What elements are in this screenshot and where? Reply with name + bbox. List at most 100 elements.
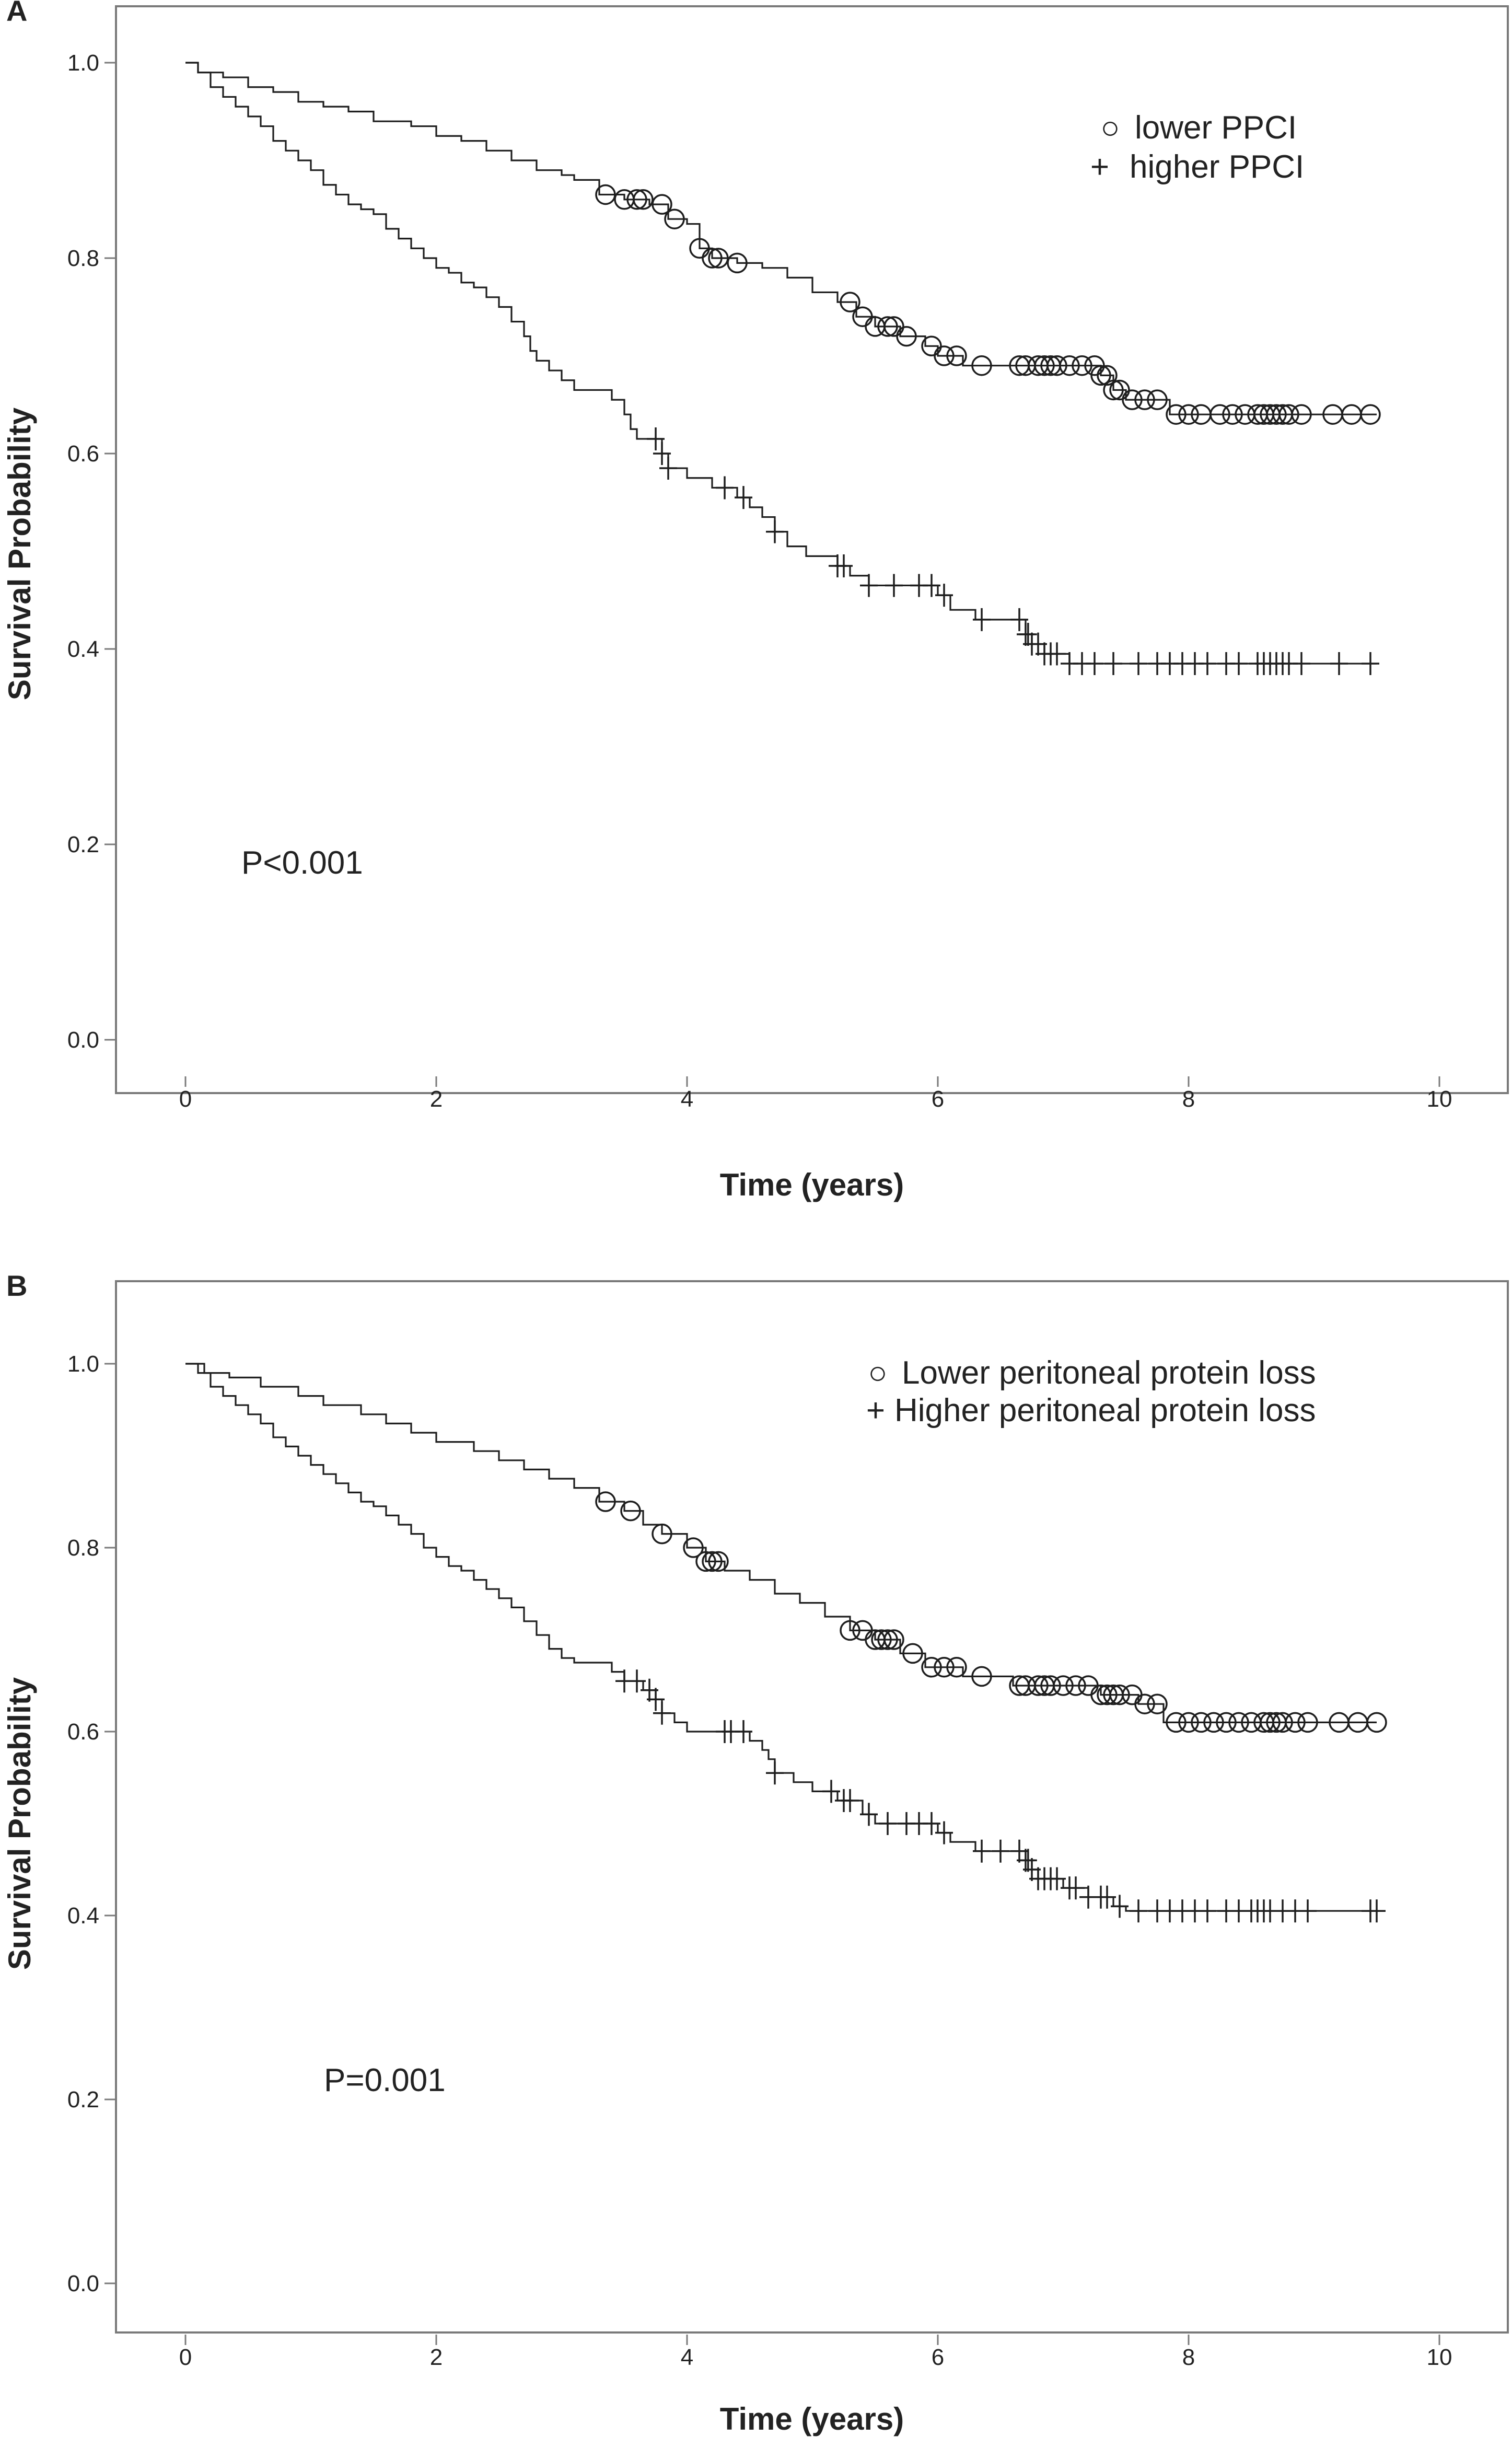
censor-mark-circle: [1166, 1712, 1187, 1733]
censor-mark-circle: [1028, 1675, 1049, 1696]
series-layer: [185, 1363, 1387, 1923]
censor-mark-circle: [626, 189, 647, 210]
y-tick-label: 0.2: [67, 2087, 99, 2113]
series-circle: [185, 1363, 1387, 1733]
censor-mark-circle: [1065, 1675, 1086, 1696]
censor-mark-circle: [946, 345, 967, 366]
censor-mark-circle: [702, 248, 723, 269]
censor-mark-plus: [653, 1701, 671, 1725]
censor-mark-plus: [879, 1812, 897, 1835]
censor-mark-plus: [1111, 1895, 1129, 1918]
y-tick-label: 1.0: [67, 50, 99, 76]
censor-mark-circle: [840, 292, 860, 312]
censor-mark-circle: [877, 1629, 898, 1650]
x-tick-label: 10: [1427, 2344, 1452, 2370]
y-tick-label: 0.6: [67, 1719, 99, 1745]
censor-mark-circle: [708, 1551, 729, 1572]
y-tick-label: 0.4: [67, 1903, 99, 1929]
censor-mark-circle: [877, 316, 898, 337]
x-axis-title: Time (years): [720, 2401, 904, 2436]
series-layer: [185, 62, 1381, 676]
censor-mark-circle: [1285, 1712, 1306, 1733]
censor-mark-plus: [923, 1812, 940, 1835]
x-tick-label: 2: [430, 2344, 443, 2370]
x-tick-label: 10: [1427, 1086, 1452, 1112]
censor-mark-circle: [595, 184, 616, 205]
censor-mark-plus: [1019, 1849, 1037, 1872]
y-axis: 0.0 0.2 0.4 0.6 0.8 1.0: [67, 1351, 117, 2296]
censor-mark-circle: [1260, 1712, 1281, 1733]
censor-mark-circle: [1191, 1712, 1212, 1733]
x-tick-label: 8: [1182, 1086, 1195, 1112]
censor-mark-circle: [1072, 355, 1092, 376]
censor-mark-circle: [1097, 365, 1118, 386]
legend-label-0: lower PPCI: [1135, 110, 1297, 146]
censor-mark-plus: [860, 1803, 878, 1826]
censor-mark-circle: [1266, 404, 1287, 425]
censor-mark-plus: [822, 1780, 840, 1803]
censor-mark-circle: [1360, 404, 1381, 425]
censor-mark-circle: [664, 208, 685, 229]
y-tick-label: 0.4: [67, 636, 99, 662]
y-tick-label: 0.8: [67, 246, 99, 271]
censor-mark-circle: [683, 1537, 704, 1558]
censor-mark-plus: [1362, 652, 1379, 676]
censor-mark-circle: [1272, 1712, 1293, 1733]
censor-mark-circle: [883, 1629, 904, 1650]
censor-mark-circle: [934, 345, 955, 366]
censor-mark-plus: [1293, 652, 1310, 676]
censor-mark-circle: [633, 189, 654, 210]
censor-mark-circle: [1059, 355, 1080, 376]
censor-mark-circle: [1203, 1712, 1224, 1733]
censor-mark-circle: [727, 252, 748, 274]
p-value-annotation: P=0.001: [324, 2062, 446, 2098]
y-ticks: 0.0 0.2 0.4 0.6 0.8 1.0: [67, 1351, 116, 2296]
censor-mark-plus: [841, 1789, 859, 1812]
y-tick-label: 0.0: [67, 2271, 99, 2296]
censor-mark-plus: [1299, 1899, 1317, 1923]
y-axis-title: Survival Probability: [2, 407, 37, 700]
censor-mark-plus: [1048, 1867, 1066, 1890]
y-tick-label: 0.8: [67, 1535, 99, 1561]
y-ticks: 0.0 0.2 0.4 0.6 0.8 1.0: [67, 50, 116, 1053]
censor-mark-circle: [1046, 355, 1067, 376]
censor-mark-circle: [1147, 1693, 1168, 1714]
censor-mark-plus: [935, 1821, 953, 1844]
censor-mark-plus: [647, 1688, 665, 1711]
x-axis: 0 2 4 6 8 10: [179, 1076, 1452, 1112]
censor-mark-plus: [923, 574, 940, 597]
x-tick-label: 6: [932, 2344, 944, 2370]
censor-mark-circle: [1103, 379, 1124, 401]
censor-mark-circle: [971, 355, 992, 376]
censor-mark-plus: [1098, 1885, 1116, 1909]
censor-mark-circle: [1178, 1712, 1199, 1733]
censor-mark-circle: [971, 1666, 992, 1687]
censor-mark-plus: [716, 476, 734, 500]
censor-mark-circle: [921, 1657, 942, 1678]
censor-mark-circle: [902, 1643, 923, 1664]
censor-mark-plus: [1230, 652, 1248, 676]
censor-mark-plus: [1086, 652, 1103, 676]
chart-panel-a: A 0.0 0.2 0.4 0.6 0.8 1.0 0 2 4 6 8 10 Survival Pr…: [0, 0, 1512, 1212]
chart-svg-a: A 0.0 0.2 0.4 0.6 0.8 1.0 0 2 4 6 8 10 Survival Pr…: [2, 0, 1509, 1202]
censor-mark-plus: [766, 520, 784, 543]
censor-mark-circle: [946, 1657, 967, 1678]
x-tick-label: 4: [681, 2344, 693, 2370]
legend: ○ lower PPCI + higher PPCI: [1090, 110, 1304, 185]
x-tick-label: 2: [430, 1086, 443, 1112]
censor-mark-circle: [1222, 404, 1243, 425]
censor-mark-circle: [1122, 389, 1143, 410]
x-tick-label: 4: [681, 1086, 693, 1112]
y-tick-label: 0.0: [67, 1027, 99, 1053]
y-axis: 0.0 0.2 0.4 0.6 0.8 1.0: [67, 50, 117, 1053]
series-circle: [185, 62, 1381, 425]
censor-mark-plus: [1019, 622, 1037, 646]
censor-mark-circle: [1216, 1712, 1237, 1733]
survival-curve: [185, 1363, 1377, 1912]
censor-mark-circle: [708, 248, 729, 269]
legend-label-0: Lower peritoneal protein loss: [902, 1355, 1316, 1391]
censor-mark-circle: [1278, 404, 1299, 425]
censor-mark-circle: [1228, 1712, 1249, 1733]
y-axis-title: Survival Probability: [2, 1677, 37, 1970]
censor-mark-plus: [735, 1720, 752, 1743]
